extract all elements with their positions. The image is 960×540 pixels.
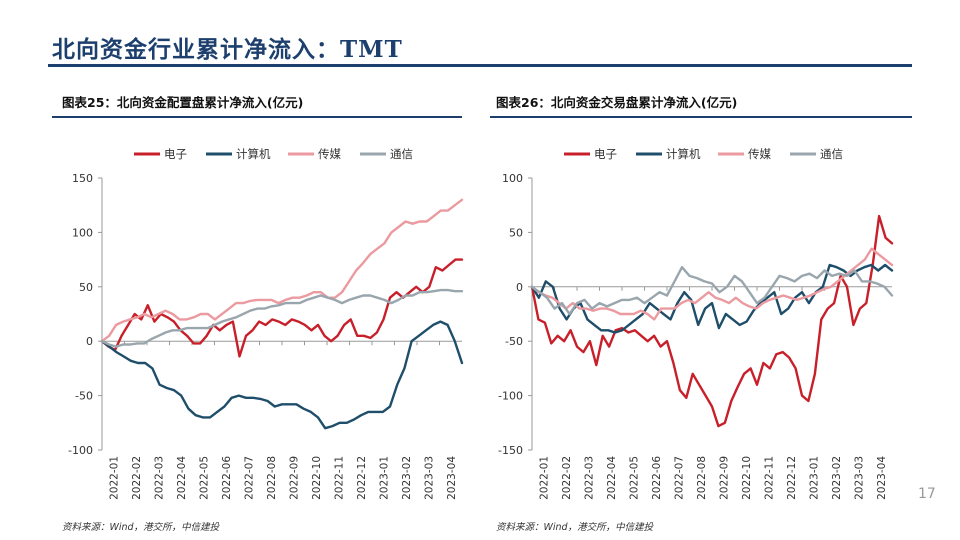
legend-label: 计算机 <box>236 147 271 161</box>
legend-item-1: 电子 <box>564 147 617 161</box>
x-tick-label: 2022-05 <box>198 456 210 500</box>
x-tick-label: 2023-03 <box>423 456 435 500</box>
x-tick-label: 2022-09 <box>288 456 300 500</box>
x-tick-label: 2022-01 <box>538 456 550 500</box>
x-tick-label: 2022-12 <box>786 456 798 500</box>
x-tick-label: 2022-12 <box>356 456 368 500</box>
legend-label: 传媒 <box>748 147 771 161</box>
page-number: 17 <box>918 486 936 502</box>
y-tick-label: 0 <box>86 335 93 348</box>
series-line-4 <box>100 288 464 348</box>
legend-label: 计算机 <box>666 147 701 161</box>
y-tick-label: 100 <box>72 226 93 239</box>
x-tick-label: 2023-03 <box>853 456 865 500</box>
legend-item-3: 传媒 <box>288 147 341 161</box>
chart-1-plot: 电子 计算机 传媒 通信 -100 -50 0 50 100 150 2022-01 2022-02 2… <box>68 147 464 500</box>
chart-2-heading-rule <box>490 116 912 118</box>
x-tick-label: 2022-11 <box>763 456 775 500</box>
x-tick-label: 2022-05 <box>628 456 640 500</box>
x-tick-label: 2022-07 <box>243 456 255 500</box>
chart-1-source: 资料来源：Wind，港交所，中信建投 <box>62 522 220 533</box>
legend-label: 电子 <box>164 147 187 161</box>
chart-2-plot: 电子 计算机 传媒 通信 -150 -100 -50 0 50 100 2022-01 2022-02… <box>498 147 894 500</box>
x-tick-label: 2022-04 <box>606 456 618 500</box>
y-tick-label: 50 <box>509 226 523 239</box>
x-tick-label: 2023-02 <box>401 456 413 500</box>
y-tick-label: -100 <box>498 390 523 403</box>
y-tick-label: -50 <box>505 335 523 348</box>
y-tick-label: 100 <box>502 172 523 185</box>
x-tick-label: 2022-03 <box>153 456 165 500</box>
legend-item-4: 通信 <box>360 147 413 161</box>
x-tick-label: 2022-08 <box>266 456 278 500</box>
y-tick-label: -150 <box>498 444 523 457</box>
x-tick-label: 2023-02 <box>831 456 843 500</box>
chart-1-heading: 图表25：北向资金配置盘累计净流入(亿元) <box>62 95 304 110</box>
legend-item-3: 传媒 <box>718 147 771 161</box>
x-tick-label: 2023-04 <box>876 456 888 500</box>
legend-item-4: 通信 <box>790 147 843 161</box>
y-tick-label: -50 <box>75 390 93 403</box>
chart-1-heading-rule <box>52 116 462 118</box>
legend-item-2: 计算机 <box>636 147 701 161</box>
legend-label: 通信 <box>390 147 413 161</box>
x-tick-label: 2022-06 <box>221 456 233 500</box>
y-tick-label: 0 <box>516 281 523 294</box>
chart-2-source: 资料来源：Wind，港交所，中信建投 <box>496 522 654 533</box>
title-divider <box>48 64 912 67</box>
y-tick-label: -100 <box>68 444 93 457</box>
x-tick-label: 2023-04 <box>446 456 458 500</box>
x-tick-label: 2022-06 <box>651 456 663 500</box>
x-tick-label: 2022-07 <box>673 456 685 500</box>
series-line-3 <box>100 198 464 343</box>
legend-label: 传媒 <box>318 147 341 161</box>
y-tick-label: 150 <box>72 172 93 185</box>
slide-title: 北向资金行业累计净流入：TMT <box>52 36 403 63</box>
series-line-2 <box>530 263 894 334</box>
legend-label: 电子 <box>594 147 617 161</box>
x-tick-label: 2023-01 <box>378 456 390 500</box>
x-tick-label: 2022-11 <box>333 456 345 500</box>
series-line-4 <box>530 265 894 316</box>
x-tick-label: 2022-09 <box>718 456 730 500</box>
x-tick-label: 2022-08 <box>696 456 708 500</box>
chart-2-heading: 图表26：北向资金交易盘累计净流入(亿元) <box>496 95 738 110</box>
series-line-1 <box>530 214 894 428</box>
x-tick-label: 2022-02 <box>131 456 143 500</box>
legend-item-2: 计算机 <box>206 147 271 161</box>
series-line-2 <box>100 320 464 430</box>
x-tick-label: 2022-02 <box>561 456 573 500</box>
legend-label: 通信 <box>820 147 843 161</box>
x-tick-label: 2022-01 <box>108 456 120 500</box>
x-tick-label: 2022-10 <box>311 456 323 500</box>
y-tick-label: 50 <box>79 281 93 294</box>
legend-item-1: 电子 <box>134 147 187 161</box>
x-tick-label: 2022-10 <box>741 456 753 500</box>
x-tick-label: 2022-03 <box>583 456 595 500</box>
series-line-3 <box>530 247 894 321</box>
x-tick-label: 2023-01 <box>808 456 820 500</box>
x-tick-label: 2022-04 <box>176 456 188 500</box>
